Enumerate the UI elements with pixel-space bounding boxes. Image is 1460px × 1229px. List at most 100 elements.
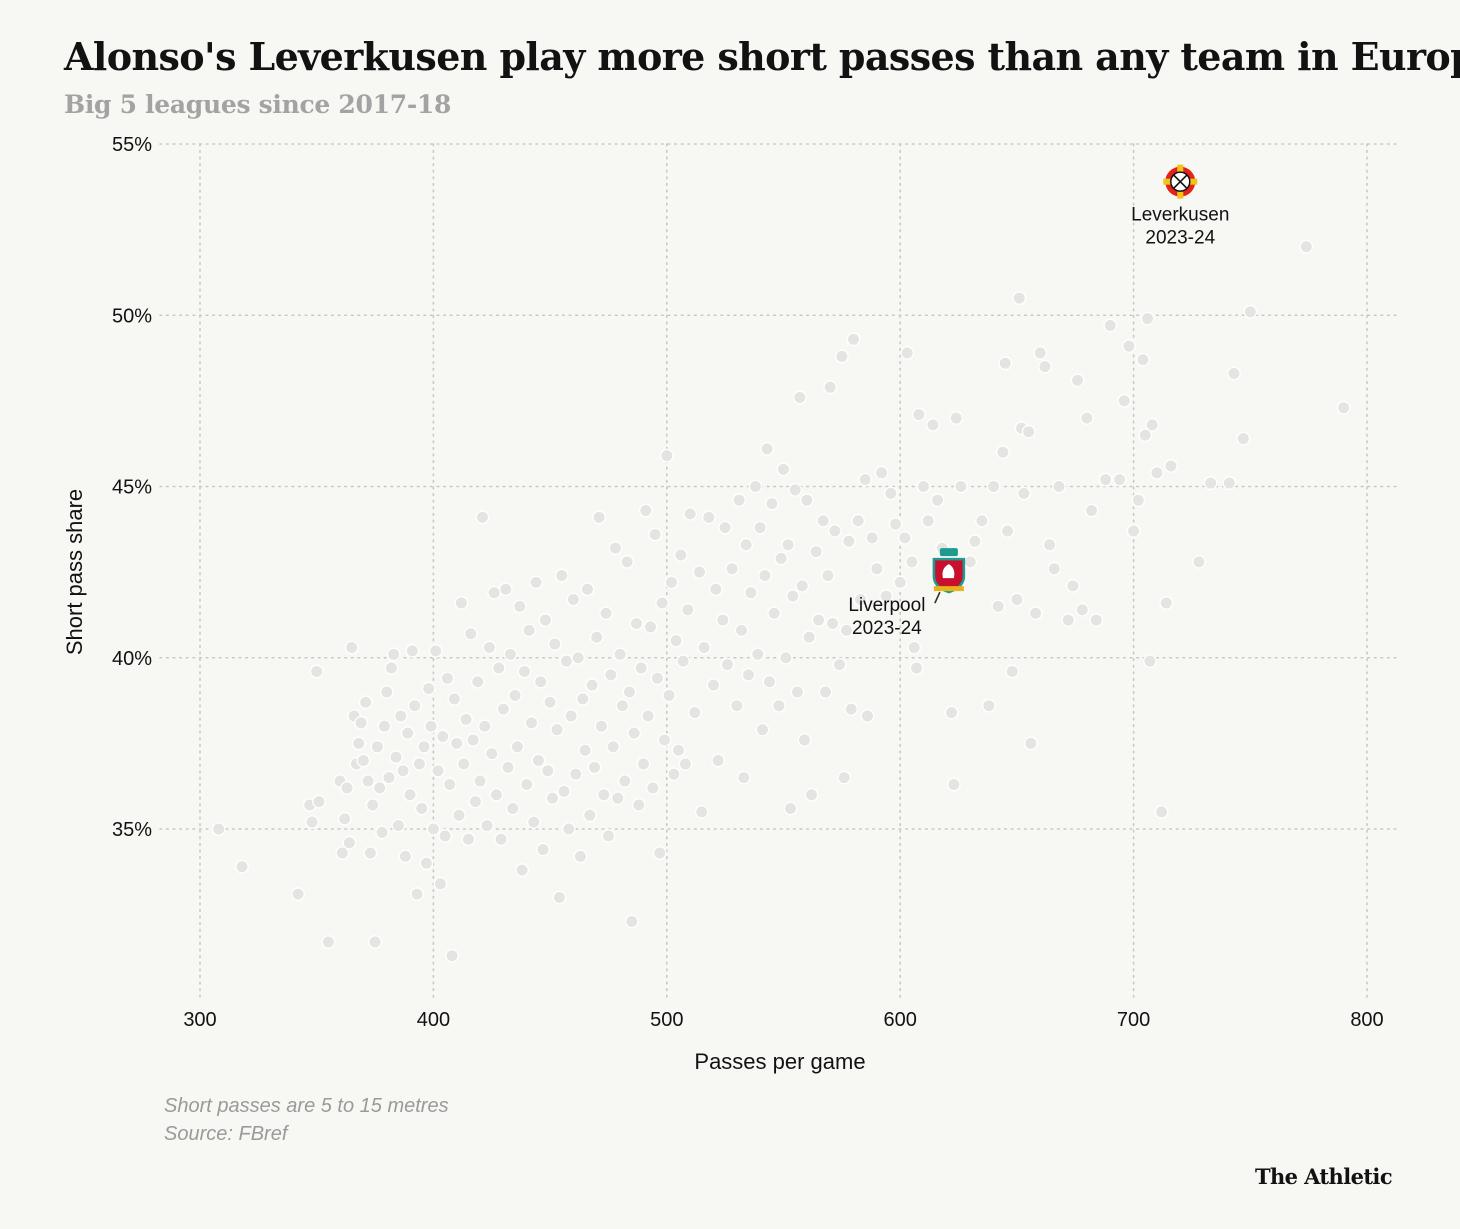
data-point bbox=[1122, 339, 1136, 353]
data-point bbox=[839, 623, 854, 638]
data-point bbox=[480, 818, 494, 833]
x-axis-ticks: 300 400 500 600 700 800 bbox=[183, 1009, 1383, 1031]
data-point bbox=[596, 787, 611, 802]
data-point bbox=[1150, 465, 1164, 480]
data-point bbox=[799, 493, 814, 508]
data-point bbox=[995, 445, 1010, 460]
data-point bbox=[403, 787, 417, 802]
data-point bbox=[732, 493, 747, 508]
data-point bbox=[477, 719, 492, 734]
x-tick-label: 400 bbox=[417, 1009, 450, 1031]
data-point bbox=[832, 657, 847, 672]
x-tick-label: 600 bbox=[884, 1009, 917, 1031]
data-point bbox=[795, 578, 810, 593]
data-point bbox=[487, 585, 501, 600]
data-point bbox=[424, 719, 438, 734]
data-point bbox=[321, 935, 336, 949]
data-point bbox=[1047, 561, 1062, 576]
data-point bbox=[435, 729, 450, 744]
data-point bbox=[757, 568, 772, 583]
data-point bbox=[414, 801, 429, 816]
data-point bbox=[440, 671, 455, 686]
data-point bbox=[1012, 291, 1027, 306]
data-point bbox=[510, 739, 525, 754]
data-point bbox=[613, 647, 628, 662]
data-point bbox=[680, 602, 695, 617]
data-point bbox=[673, 548, 688, 562]
annotation-label: 2023-24 bbox=[1145, 228, 1215, 249]
data-point bbox=[645, 781, 660, 795]
data-point bbox=[606, 739, 621, 754]
data-point bbox=[599, 606, 614, 621]
data-point bbox=[837, 770, 852, 785]
data-point bbox=[582, 808, 597, 823]
data-point bbox=[657, 733, 672, 747]
data-point bbox=[1017, 486, 1031, 501]
data-point bbox=[720, 657, 735, 672]
data-point bbox=[568, 767, 583, 782]
y-axis-ticks: 35% 40% 45% 50% 55% bbox=[112, 134, 152, 841]
data-point bbox=[998, 356, 1013, 371]
data-point bbox=[921, 513, 936, 528]
data-point bbox=[368, 935, 382, 949]
data-point bbox=[566, 592, 581, 607]
data-point bbox=[391, 818, 406, 833]
data-point bbox=[1066, 578, 1080, 593]
data-point bbox=[561, 822, 576, 836]
data-point bbox=[526, 815, 541, 830]
data-point bbox=[627, 726, 642, 740]
data-point bbox=[363, 846, 378, 860]
data-point bbox=[643, 620, 658, 634]
data-point bbox=[953, 479, 968, 494]
data-point bbox=[792, 390, 807, 405]
data-point bbox=[788, 483, 803, 497]
data-point bbox=[1052, 479, 1066, 494]
data-point bbox=[421, 681, 436, 696]
y-tick-label: 35% bbox=[112, 819, 152, 841]
data-point bbox=[1010, 592, 1024, 607]
data-point bbox=[466, 733, 480, 747]
data-point bbox=[991, 599, 1006, 614]
data-point bbox=[468, 794, 483, 809]
data-point bbox=[426, 822, 441, 836]
data-point bbox=[617, 774, 632, 788]
liverpool-crest-icon bbox=[932, 548, 966, 594]
data-point bbox=[475, 510, 490, 525]
chart-grid bbox=[159, 143, 1399, 1001]
data-point bbox=[211, 822, 226, 836]
data-point bbox=[648, 527, 663, 542]
data-point bbox=[629, 616, 644, 631]
data-point bbox=[522, 623, 536, 638]
x-axis-label: Passes per game bbox=[694, 1049, 865, 1074]
data-point bbox=[874, 465, 889, 480]
data-point bbox=[417, 739, 431, 754]
data-point bbox=[790, 685, 805, 699]
data-point bbox=[575, 691, 590, 706]
data-point bbox=[589, 630, 604, 645]
data-point bbox=[783, 801, 798, 816]
data-point bbox=[337, 811, 352, 826]
data-point bbox=[494, 832, 508, 847]
data-point bbox=[603, 667, 618, 682]
data-point bbox=[904, 554, 919, 569]
data-point bbox=[1138, 428, 1153, 443]
data-point bbox=[615, 698, 630, 713]
data-point bbox=[869, 561, 884, 576]
data-point bbox=[851, 513, 866, 528]
data-point bbox=[379, 685, 394, 699]
data-point bbox=[309, 664, 324, 679]
data-point bbox=[461, 832, 476, 847]
data-point bbox=[519, 777, 534, 792]
data-point bbox=[1243, 304, 1258, 319]
data-point bbox=[529, 575, 543, 590]
data-point bbox=[718, 520, 733, 535]
data-point bbox=[456, 757, 471, 771]
y-tick-label: 45% bbox=[112, 477, 152, 499]
data-point bbox=[580, 582, 595, 597]
data-point bbox=[734, 623, 749, 638]
data-point bbox=[517, 664, 532, 679]
data-point bbox=[743, 585, 758, 600]
data-point bbox=[624, 914, 639, 929]
